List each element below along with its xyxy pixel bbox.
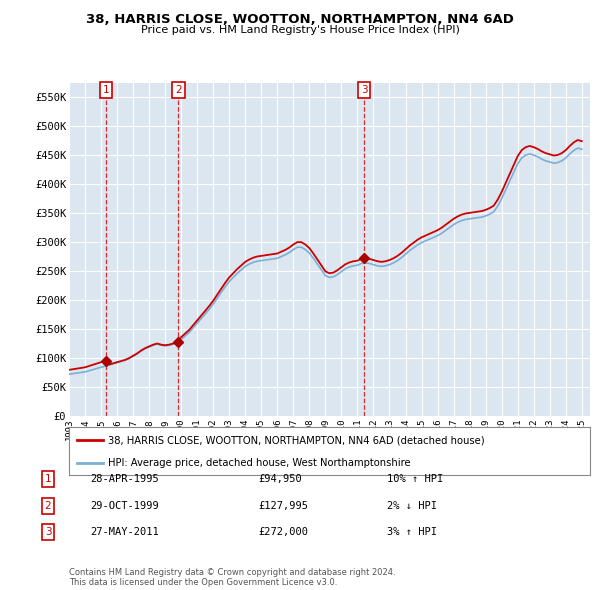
Text: 29-OCT-1999: 29-OCT-1999 <box>90 501 159 510</box>
Text: Price paid vs. HM Land Registry's House Price Index (HPI): Price paid vs. HM Land Registry's House … <box>140 25 460 35</box>
Text: £94,950: £94,950 <box>258 474 302 484</box>
Text: 3% ↑ HPI: 3% ↑ HPI <box>387 527 437 537</box>
Text: 38, HARRIS CLOSE, WOOTTON, NORTHAMPTON, NN4 6AD: 38, HARRIS CLOSE, WOOTTON, NORTHAMPTON, … <box>86 13 514 26</box>
Text: 1: 1 <box>44 474 52 484</box>
Text: 27-MAY-2011: 27-MAY-2011 <box>90 527 159 537</box>
Text: 2: 2 <box>44 501 52 510</box>
Text: 2% ↓ HPI: 2% ↓ HPI <box>387 501 437 510</box>
Text: HPI: Average price, detached house, West Northamptonshire: HPI: Average price, detached house, West… <box>108 458 410 468</box>
Text: £272,000: £272,000 <box>258 527 308 537</box>
Text: 3: 3 <box>361 85 367 95</box>
Text: 3: 3 <box>44 527 52 537</box>
Text: Contains HM Land Registry data © Crown copyright and database right 2024.
This d: Contains HM Land Registry data © Crown c… <box>69 568 395 587</box>
Text: 38, HARRIS CLOSE, WOOTTON, NORTHAMPTON, NN4 6AD (detached house): 38, HARRIS CLOSE, WOOTTON, NORTHAMPTON, … <box>108 435 485 445</box>
Text: 28-APR-1995: 28-APR-1995 <box>90 474 159 484</box>
Text: 1: 1 <box>103 85 109 95</box>
Text: 2: 2 <box>175 85 182 95</box>
Text: £127,995: £127,995 <box>258 501 308 510</box>
Text: 10% ↑ HPI: 10% ↑ HPI <box>387 474 443 484</box>
